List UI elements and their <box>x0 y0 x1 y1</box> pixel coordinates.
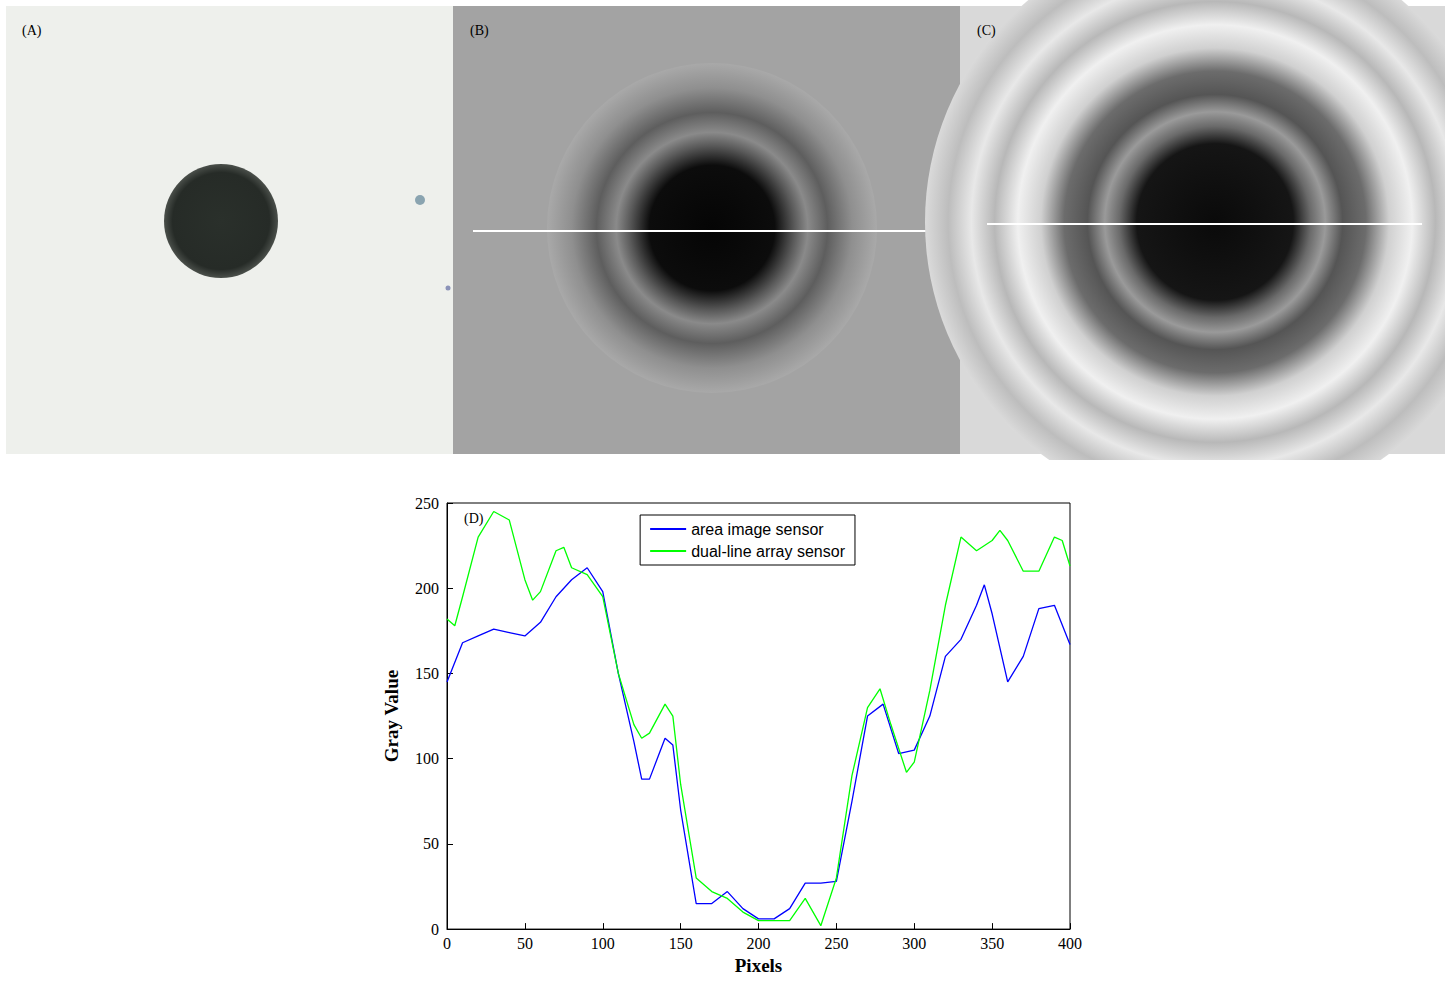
svg-text:300: 300 <box>902 935 926 952</box>
svg-text:Pixels: Pixels <box>735 955 783 976</box>
svg-text:250: 250 <box>824 935 848 952</box>
svg-text:150: 150 <box>669 935 693 952</box>
svg-text:(D): (D) <box>464 511 484 527</box>
svg-text:(C): (C) <box>977 23 996 39</box>
svg-text:200: 200 <box>415 580 439 597</box>
svg-text:250: 250 <box>415 495 439 512</box>
svg-text:150: 150 <box>415 665 439 682</box>
svg-text:0: 0 <box>443 935 451 952</box>
svg-text:50: 50 <box>517 935 533 952</box>
svg-text:100: 100 <box>415 750 439 767</box>
svg-text:200: 200 <box>747 935 771 952</box>
svg-text:area image sensor: area image sensor <box>691 521 824 538</box>
svg-text:(B): (B) <box>470 23 489 39</box>
svg-text:dual-line array sensor: dual-line array sensor <box>691 543 846 560</box>
svg-text:0: 0 <box>431 921 439 938</box>
svg-text:50: 50 <box>423 835 439 852</box>
svg-text:400: 400 <box>1058 935 1082 952</box>
svg-text:Gray Value: Gray Value <box>381 670 402 762</box>
svg-text:350: 350 <box>980 935 1004 952</box>
svg-text:100: 100 <box>591 935 615 952</box>
svg-text:(A): (A) <box>22 23 42 39</box>
